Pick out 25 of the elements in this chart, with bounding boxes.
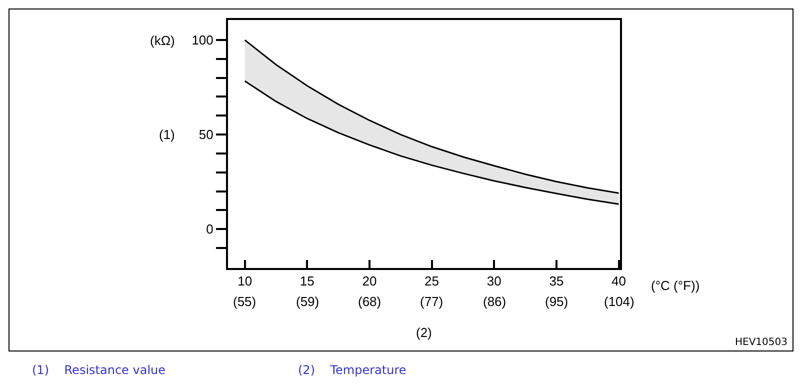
y-axis-title: (1) bbox=[159, 127, 175, 142]
text: (55) bbox=[233, 294, 256, 309]
text: (2) Temperature bbox=[298, 363, 406, 377]
y-tick-label: 0 bbox=[206, 222, 214, 237]
text: (68) bbox=[358, 294, 382, 309]
x-tick-label: 10 bbox=[238, 274, 252, 289]
y-tick-label: 50 bbox=[198, 127, 214, 142]
x-tick-label: 20 bbox=[362, 274, 377, 289]
y-tick-label: 100 bbox=[192, 32, 214, 48]
x-tick-label: 30 bbox=[486, 274, 502, 289]
text: HEV10503 bbox=[735, 337, 788, 348]
x-tick-label: 15 bbox=[300, 274, 314, 289]
text: (1) Resistance value bbox=[32, 363, 166, 377]
text: (104) bbox=[604, 294, 634, 309]
x-tick-label: 40 bbox=[612, 274, 626, 289]
text: (77) bbox=[420, 294, 444, 309]
text: (°C (°F)) bbox=[651, 278, 700, 293]
text: (86) bbox=[483, 294, 506, 309]
line-series bbox=[244, 80, 620, 205]
x-tick-label: 25 bbox=[424, 274, 440, 289]
text: (95) bbox=[545, 294, 568, 309]
text: (59) bbox=[296, 294, 320, 309]
text: (kΩ) bbox=[150, 33, 175, 48]
x-axis-title: (2) bbox=[416, 325, 432, 340]
x-tick-label: 35 bbox=[549, 274, 564, 289]
